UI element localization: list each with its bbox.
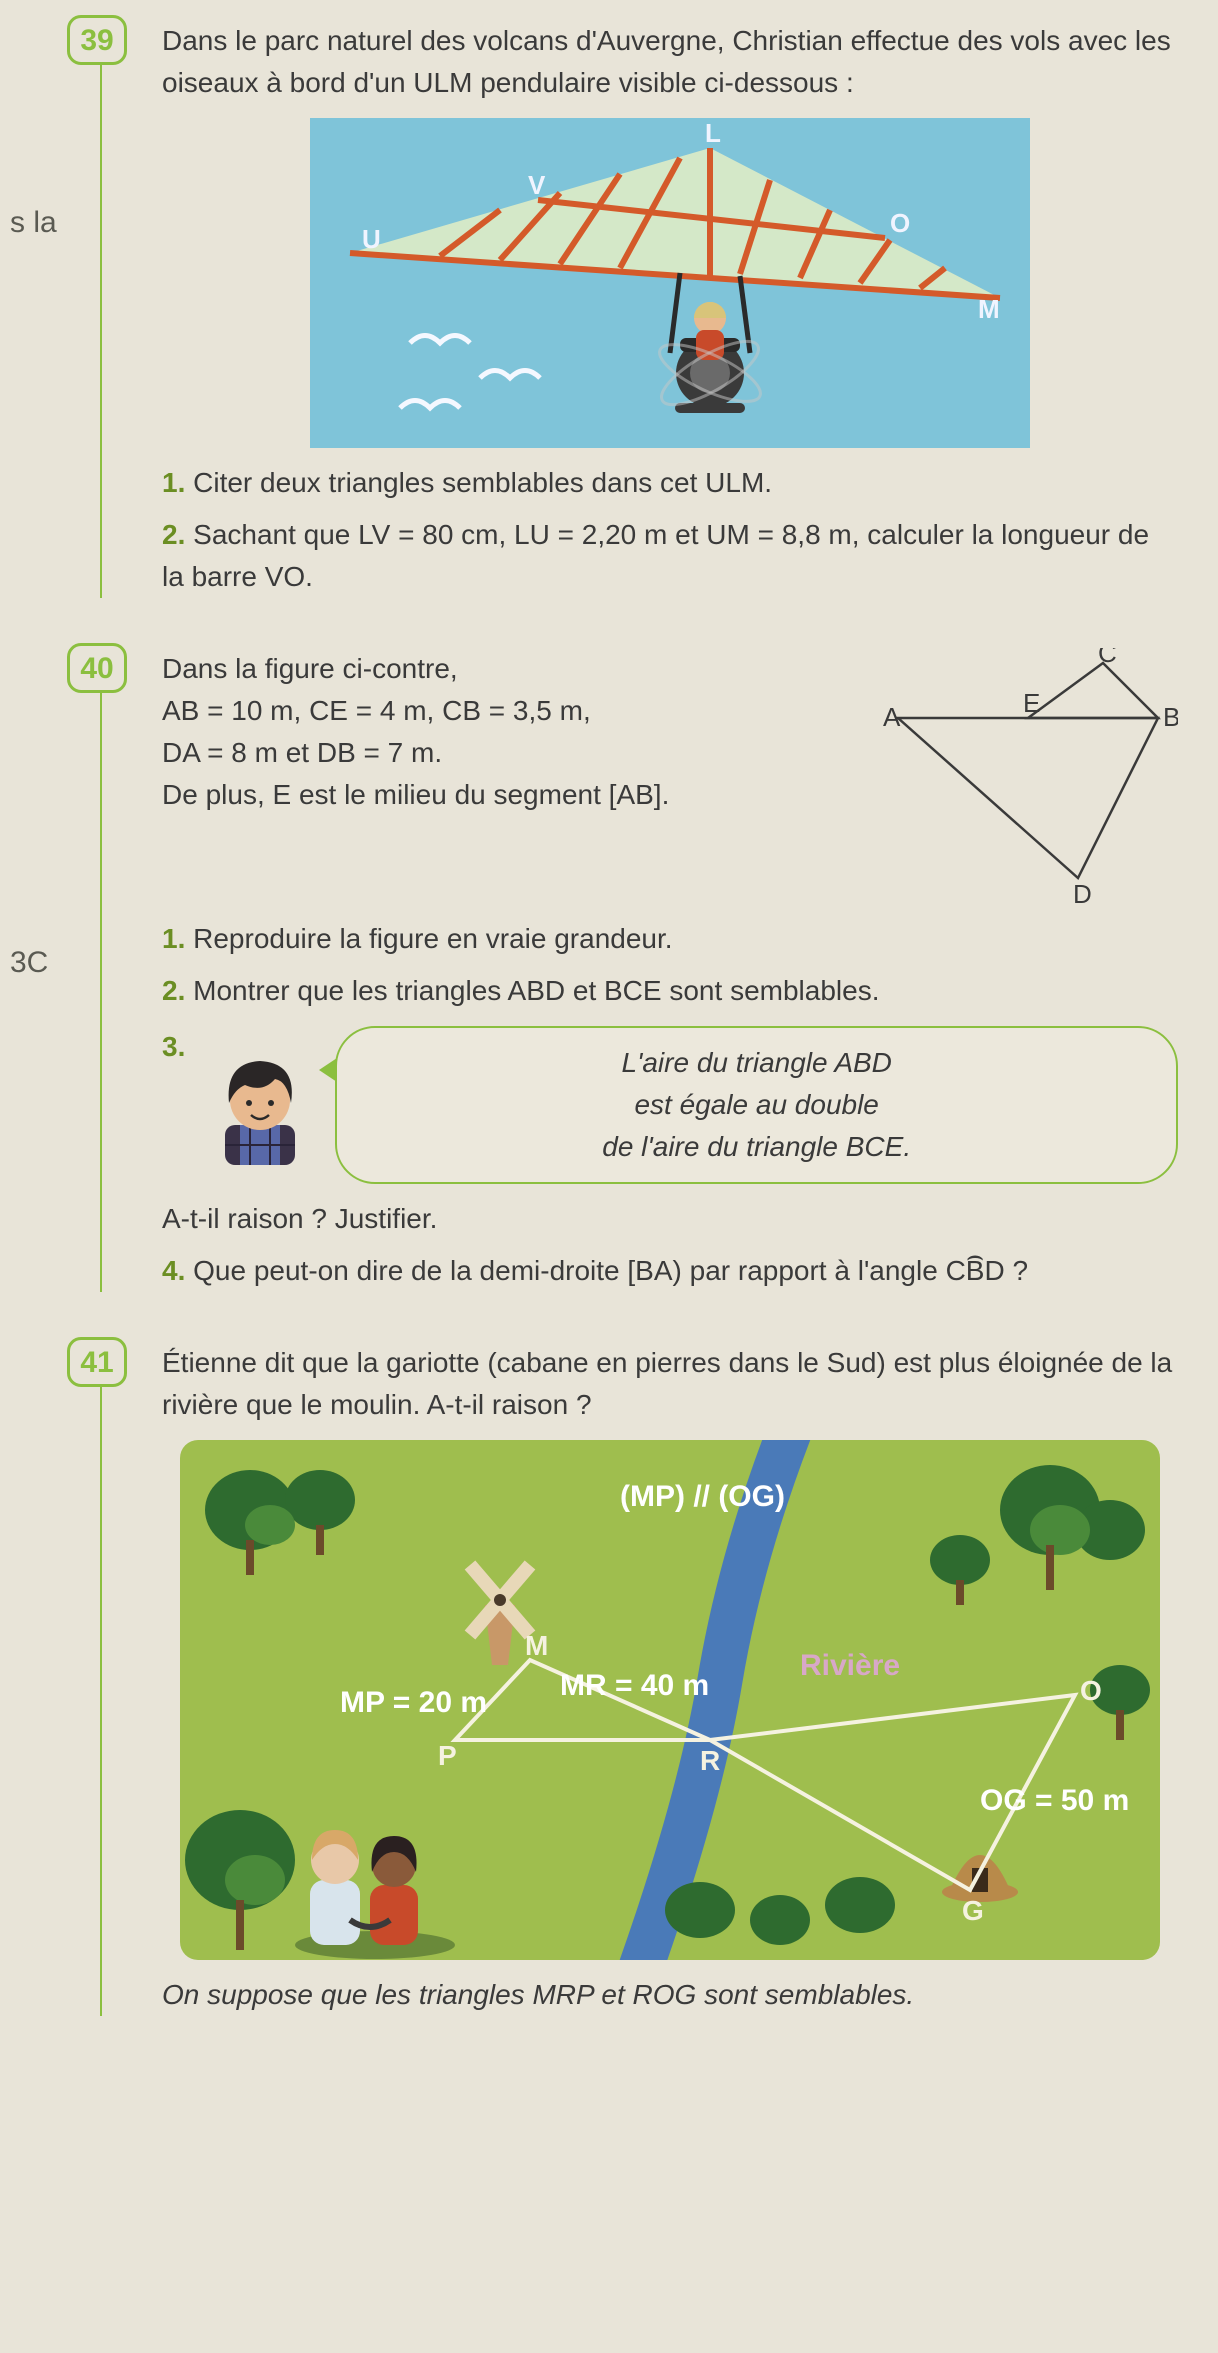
- label-M-pt: M: [525, 1630, 548, 1661]
- label-OG: OG = 50 m: [980, 1784, 1129, 1817]
- label-G-pt: G: [962, 1895, 984, 1926]
- ex40-q2-text: Montrer que les triangles ABD et BCE son…: [193, 975, 879, 1006]
- ex40-q3-row: 3. L'aire du triangle ABD est égale au d…: [162, 1026, 1178, 1184]
- label-MP: MP = 20 m: [340, 1686, 487, 1719]
- exercise-number-39: 39: [67, 15, 127, 65]
- label-B: B: [1163, 702, 1178, 732]
- label-P-pt: P: [438, 1740, 457, 1771]
- exercise-number-40: 40: [67, 643, 127, 693]
- ex40-q3-followup: A-t-il raison ? Justifier.: [162, 1198, 1178, 1240]
- ex40-q1-text: Reproduire la figure en vraie grandeur.: [193, 923, 672, 954]
- ex39-figure-ulm: U V L O M: [310, 118, 1030, 448]
- ex39-intro: Dans le parc naturel des volcans d'Auver…: [162, 20, 1178, 104]
- ex40-q1-num: 1.: [162, 923, 185, 954]
- ex40-intro-l3: DA = 8 m et DB = 7 m.: [162, 732, 858, 774]
- ex40-q4-angle: CBD: [946, 1250, 1005, 1292]
- ex39-q1-text: Citer deux triangles semblables dans cet…: [193, 467, 772, 498]
- bubble-line3: de l'aire du triangle BCE.: [367, 1126, 1146, 1168]
- exercise-40: 40 Dans la figure ci-contre, AB = 10 m, …: [100, 648, 1178, 1292]
- label-L: L: [705, 118, 721, 148]
- ex40-q3-num: 3.: [162, 1026, 185, 1068]
- exercise-number-41: 41: [67, 1337, 127, 1387]
- ex41-figure-map: M P R O G (MP) // (OG) MP = 20 m MR = 40…: [180, 1440, 1160, 1960]
- ex39-q2-num: 2.: [162, 519, 185, 550]
- ex41-footer: On suppose que les triangles MRP et ROG …: [162, 1974, 1178, 2016]
- label-R-pt: R: [700, 1745, 720, 1776]
- label-riviere: Rivière: [800, 1649, 900, 1682]
- ex39-q2-text: Sachant que LV = 80 cm, LU = 2,20 m et U…: [162, 519, 1149, 592]
- ex40-q2: 2. Montrer que les triangles ABD et BCE …: [162, 970, 1178, 1012]
- ex39-q1: 1. Citer deux triangles semblables dans …: [162, 462, 1178, 504]
- ex40-q4: 4. Que peut-on dire de la demi-droite [B…: [162, 1250, 1178, 1292]
- avatar-boy-icon: [205, 1045, 315, 1165]
- label-C: C: [1098, 648, 1117, 668]
- label-V: V: [528, 170, 546, 200]
- bubble-line1: L'aire du triangle ABD: [367, 1042, 1146, 1084]
- exercise-41: 41 Étienne dit que la gariotte (cabane e…: [100, 1342, 1178, 2016]
- label-U: U: [362, 224, 381, 254]
- label-D: D: [1073, 879, 1092, 908]
- ex40-q1: 1. Reproduire la figure en vraie grandeu…: [162, 918, 1178, 960]
- label-MR: MR = 40 m: [560, 1669, 709, 1702]
- ex40-intro-l2: AB = 10 m, CE = 4 m, CB = 3,5 m,: [162, 690, 858, 732]
- ex39-q2: 2. Sachant que LV = 80 cm, LU = 2,20 m e…: [162, 514, 1178, 598]
- exercise-39: 39 Dans le parc naturel des volcans d'Au…: [100, 20, 1178, 598]
- ex40-intro-l4: De plus, E est le milieu du segment [AB]…: [162, 774, 858, 816]
- ex41-intro: Étienne dit que la gariotte (cabane en p…: [162, 1342, 1178, 1426]
- label-O: O: [890, 208, 910, 238]
- ex39-q1-num: 1.: [162, 467, 185, 498]
- label-M: M: [978, 294, 1000, 324]
- margin-text-sla: s la: [10, 200, 57, 245]
- label-O-pt: O: [1080, 1675, 1102, 1706]
- label-parallel: (MP) // (OG): [620, 1480, 785, 1513]
- ex40-q4-text-a: Que peut-on dire de la demi-droite [BA) …: [193, 1255, 945, 1286]
- bubble-line2: est égale au double: [367, 1084, 1146, 1126]
- label-E: E: [1023, 688, 1040, 718]
- ex40-q4-num: 4.: [162, 1255, 185, 1286]
- ex40-q3-bubble: L'aire du triangle ABD est égale au doub…: [335, 1026, 1178, 1184]
- ex40-intro-l1: Dans la figure ci-contre,: [162, 648, 858, 690]
- ex40-q2-num: 2.: [162, 975, 185, 1006]
- margin-text-bc: 3C: [10, 940, 48, 985]
- label-A: A: [883, 702, 901, 732]
- ex40-q4-text-b: ?: [1005, 1255, 1028, 1286]
- ex40-figure: A B C D E: [878, 648, 1178, 908]
